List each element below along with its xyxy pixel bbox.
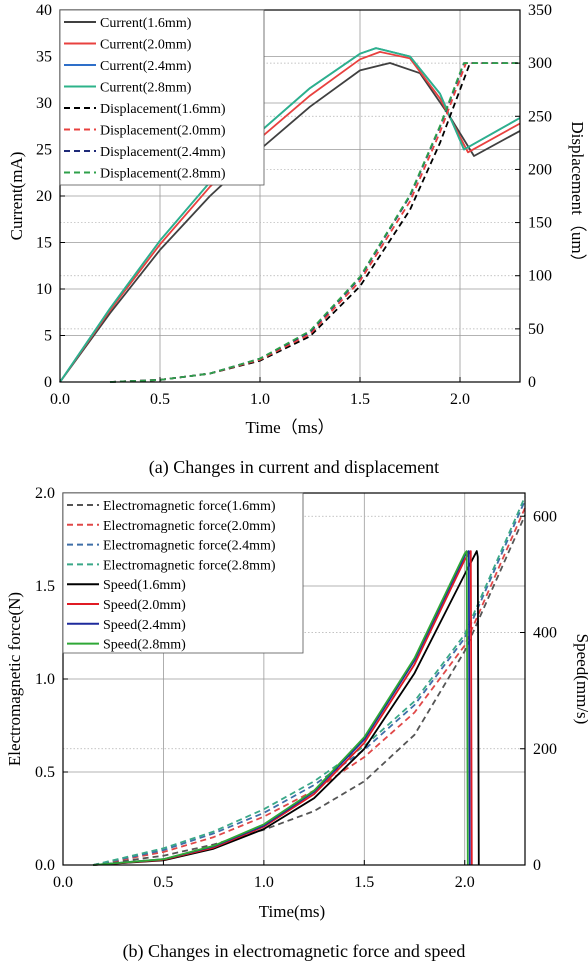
y2-tick-label: 250: [528, 108, 552, 125]
x-tick-label: 1.0: [254, 874, 274, 891]
legend-b: Electromagnetic force(1.6mm) Electromagne…: [62, 492, 304, 654]
y2-tick-label: 0: [528, 374, 536, 391]
legend-entry: Current(2.8mm): [100, 81, 192, 96]
legend-entry: Speed(2.8mm): [103, 638, 186, 653]
legend-entry: Displacement(2.4mm): [100, 145, 226, 160]
x-tick-label: 0.5: [150, 391, 170, 408]
y2-tick-label: 600: [533, 508, 557, 525]
series-line-b-2: [92, 500, 526, 866]
y-tick-label: 25: [36, 142, 52, 159]
y-tick-label: 5: [44, 328, 52, 345]
y2-axis-label-a: Displacement（um）: [568, 121, 587, 270]
series-line-b-4: [93, 550, 480, 866]
series-b: [92, 496, 526, 866]
legend-entry: Electromagnetic force(1.6mm): [103, 499, 276, 514]
x-tick-label: 0.0: [53, 874, 73, 891]
y-tick-label: 1.5: [35, 578, 55, 595]
series-line-b-0: [92, 514, 526, 866]
series-a: [59, 47, 521, 383]
legend-entry: Current(1.6mm): [100, 16, 192, 31]
legend-box: [59, 9, 265, 186]
x-axis-label-a: Time（ms）: [245, 418, 334, 437]
x-tick-label: 2.0: [455, 874, 475, 891]
y-tick-label: 2.0: [35, 485, 55, 502]
y2-tick-label: 50: [528, 321, 544, 338]
series-line-a-3: [59, 47, 521, 383]
y-tick-label: 0: [44, 374, 52, 391]
series-line-b-7: [93, 550, 469, 866]
y-tick-label: 35: [36, 49, 52, 66]
y-tick-label: 15: [36, 235, 52, 252]
y2-tick-label: 200: [533, 741, 557, 758]
x-tick-label: 2.0: [450, 391, 470, 408]
y-tick-label: 0.5: [35, 764, 55, 781]
x-tick-label: 1.5: [350, 391, 370, 408]
x-tick-label: 0.5: [153, 874, 173, 891]
y2-tick-label: 350: [528, 2, 552, 19]
legend-entry: Electromagnetic force(2.4mm): [103, 539, 276, 554]
y-tick-label: 0.0: [35, 857, 55, 874]
x-tick-label: 0.0: [50, 391, 70, 408]
y2-tick-label: 400: [533, 625, 557, 642]
x-tick-label: 1.5: [354, 874, 374, 891]
legend-entry: Speed(2.4mm): [103, 618, 186, 633]
y2-tick-label: 0: [533, 857, 541, 874]
series-line-a-1: [59, 51, 521, 383]
legend-a: Current(1.6mm) Current(2.0mm) Current(2.4m…: [59, 9, 265, 186]
chart-panel-a: 0.0 0.5 1.0 1.5 2.0 0 5 10 15 20 25 30 35 40 0 50 100 150…: [7, 2, 587, 478]
legend-entry: Displacement(2.0mm): [100, 124, 226, 139]
legend-entry: Current(2.4mm): [100, 59, 192, 74]
y2-tick-label: 150: [528, 215, 552, 232]
caption-a: (a) Changes in current and displacement: [149, 457, 439, 478]
ticks-a: 0.0 0.5 1.0 1.5 2.0 0 5 10 15 20 25 30 35 40 0 50 100 150…: [36, 2, 552, 408]
y-axis-label-a: Current(mA): [7, 152, 26, 241]
chart-panel-b: 0.0 0.5 1.0 1.5 2.0 0.0 0.5 1.0 1.5 2.0 0 200 400 600…: [5, 485, 588, 962]
x-axis-label-b: Time(ms): [259, 902, 325, 921]
legend-entry: Electromagnetic force(2.0mm): [103, 519, 276, 534]
y-tick-label: 20: [36, 188, 52, 205]
y2-axis-label-b: Speed(mm/s): [573, 634, 588, 725]
legend-entry: Speed(1.6mm): [103, 578, 186, 593]
series-line-a-7: [109, 62, 520, 383]
legend-entry: Displacement(2.8mm): [100, 167, 226, 182]
legend-entry: Speed(2.0mm): [103, 598, 186, 613]
y2-tick-label: 100: [528, 268, 552, 285]
series-line-b-3: [92, 496, 526, 866]
y-tick-label: 30: [36, 95, 52, 112]
caption-b: (b) Changes in electromagnetic force and…: [123, 941, 466, 962]
y2-tick-label: 200: [528, 161, 552, 178]
y-tick-label: 40: [36, 2, 52, 19]
legend-entry: Electromagnetic force(2.8mm): [103, 558, 276, 573]
legend-entry: Displacement(1.6mm): [100, 102, 226, 117]
y2-tick-label: 300: [528, 55, 552, 72]
ticks-b: 0.0 0.5 1.0 1.5 2.0 0.0 0.5 1.0 1.5 2.0 0 200 400 600: [35, 485, 557, 891]
y-tick-label: 1.0: [35, 671, 55, 688]
x-tick-label: 1.0: [250, 391, 270, 408]
legend-entry: Current(2.0mm): [100, 38, 192, 53]
y-tick-label: 10: [36, 281, 52, 298]
y-axis-label-b: Electromagnetic force(N): [5, 592, 24, 766]
legend-box: [62, 492, 304, 654]
